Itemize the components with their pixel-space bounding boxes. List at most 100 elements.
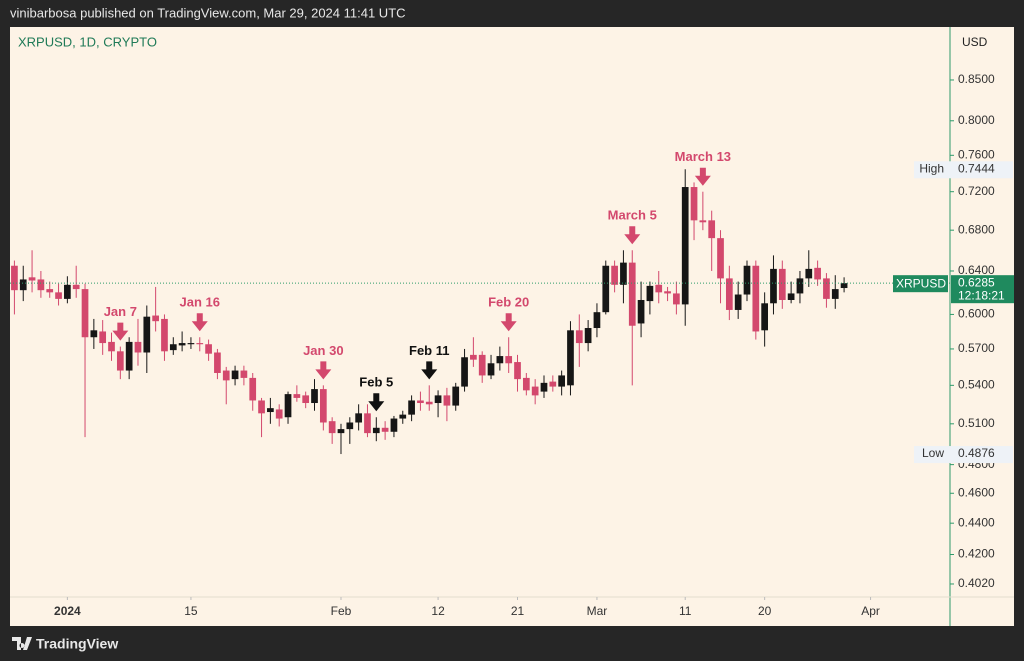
candle-body — [567, 330, 574, 386]
y-tick-label: 0.4200 — [958, 547, 995, 561]
candle-body — [28, 277, 36, 281]
candle-body — [646, 285, 654, 302]
low-marker-text: Low — [922, 446, 944, 460]
annotation-arrow — [694, 167, 711, 186]
annotation-label: Jan 16 — [180, 295, 220, 310]
high-marker-text: High — [919, 161, 944, 175]
candle-body — [372, 427, 380, 434]
y-tick-label: 0.5700 — [958, 341, 995, 355]
candle-body — [831, 289, 839, 299]
annotation-label: March 13 — [675, 149, 731, 164]
candle-body — [620, 262, 627, 285]
candle-body — [116, 351, 124, 371]
candle-body — [584, 328, 592, 344]
candle-body — [169, 344, 177, 351]
footer-logo — [12, 637, 32, 650]
candle-body — [161, 318, 168, 352]
candle-body — [152, 315, 159, 322]
annotation-arrow — [368, 393, 385, 412]
annotation-arrow — [421, 361, 438, 380]
annotation-arrow — [112, 322, 129, 341]
low-marker-label: 0.4876 — [958, 446, 995, 460]
x-tick-label: Mar — [587, 604, 608, 618]
annotation-label: Feb 20 — [488, 295, 529, 310]
plot: 0.8500 0.8000 0.7600 0.7200 0.6800 0.6400 0.60… — [10, 72, 1014, 618]
candle-body — [425, 401, 433, 405]
candle-body — [602, 265, 610, 313]
y-tick-label: 0.6800 — [958, 222, 995, 236]
candle-body — [752, 265, 760, 332]
x-tick-label: Apr — [861, 604, 880, 618]
candle-body — [55, 292, 62, 299]
candle-body — [214, 352, 221, 373]
x-tick-label: 20 — [758, 604, 772, 618]
candle-body — [549, 381, 557, 387]
candle-body — [840, 283, 848, 289]
candle-body — [708, 220, 716, 239]
candle-body — [461, 357, 468, 387]
x-tick-label: 21 — [511, 604, 525, 618]
candle-body — [319, 389, 327, 423]
symbol-label: XRPUSD — [896, 276, 946, 290]
y-tick-label: 0.7200 — [958, 184, 995, 198]
candle-body — [417, 400, 424, 404]
annotation-label: Feb 11 — [409, 343, 449, 358]
candle-body — [108, 341, 115, 352]
x-tick-label: Feb — [331, 604, 352, 618]
candle-body — [284, 394, 292, 418]
candle-body — [611, 265, 618, 285]
candle-body — [187, 343, 195, 345]
last-price-label: 0.6285 — [958, 275, 995, 289]
x-tick-label: 12 — [431, 604, 445, 618]
y-tick-label: 0.6400 — [958, 263, 995, 277]
candle-body — [734, 294, 742, 310]
candle-body — [787, 293, 795, 300]
y-tick-label: 0.7600 — [958, 147, 995, 161]
y-tick-label: 0.4020 — [958, 576, 995, 590]
candle-body — [673, 293, 680, 305]
candle-body — [19, 279, 27, 291]
y-tick-label: 0.4400 — [958, 515, 995, 529]
y-tick-label: 0.4600 — [958, 485, 995, 499]
candle-body — [11, 265, 18, 291]
candle-body — [178, 343, 186, 346]
footer-brand: TradingView — [36, 636, 118, 652]
candle-body — [540, 382, 548, 392]
candle-body — [478, 354, 486, 376]
candle-body — [805, 268, 813, 279]
candle-body — [408, 400, 415, 415]
candle-body — [196, 343, 204, 345]
y-tick-label: 0.5400 — [958, 378, 995, 392]
candle-body — [593, 312, 601, 329]
candle-body — [717, 238, 724, 279]
candle-body — [761, 303, 769, 331]
candle-body — [90, 330, 98, 338]
candle-body — [505, 356, 513, 364]
y-tick-label: 0.5100 — [958, 416, 995, 430]
candle-body — [558, 375, 565, 387]
candle-body — [222, 370, 230, 381]
currency-label: USD — [962, 35, 988, 49]
candle-body — [743, 265, 751, 295]
candle-body — [814, 267, 821, 280]
countdown-label: 12:18:21 — [958, 288, 1005, 302]
candle-body — [302, 395, 310, 404]
candle-body — [531, 386, 539, 396]
annotation-label: Feb 5 — [359, 375, 393, 390]
candle-body — [231, 370, 239, 380]
candle-body — [99, 331, 107, 344]
candle-body — [134, 341, 142, 353]
candle-body — [637, 299, 645, 324]
candle-body — [390, 418, 398, 432]
annotation-arrow — [624, 226, 641, 245]
candle-body — [249, 377, 257, 401]
candle-body — [72, 284, 80, 290]
candle-body — [725, 278, 733, 310]
y-tick-label: 0.6000 — [958, 307, 995, 321]
candle-body — [470, 354, 477, 360]
annotation-label: March 5 — [608, 208, 657, 223]
candle-body — [681, 187, 689, 305]
candle-body — [434, 395, 442, 404]
annotation-label: Jan 7 — [104, 304, 137, 319]
